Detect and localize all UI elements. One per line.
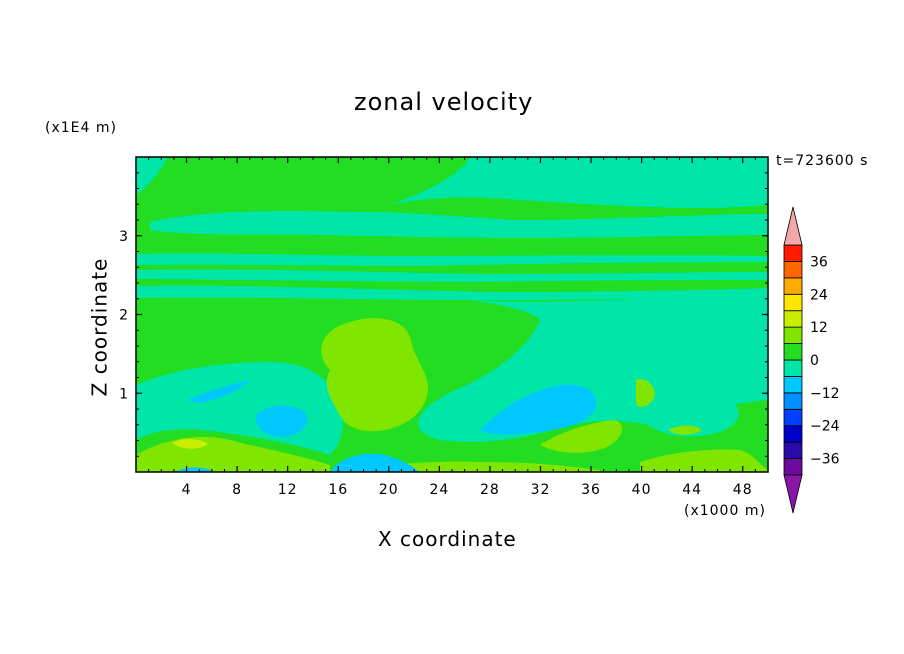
y-tick-label: 3 — [119, 229, 128, 245]
x-axis-label: X coordinate — [378, 527, 517, 551]
region-upper-band-4 — [136, 285, 768, 300]
time-label: t=723600 s — [776, 153, 869, 169]
region-right-yellow-bit — [668, 425, 702, 435]
colorbar-segment — [783, 343, 803, 361]
x-tick-label: 4 — [182, 482, 192, 498]
colorbar-over-arrow — [783, 206, 803, 246]
region-left-top-corner — [136, 157, 168, 195]
x-scale-note: (x1000 m) — [684, 503, 766, 519]
colorbar-tick-label: 36 — [810, 254, 828, 270]
region-center-blob — [321, 318, 428, 432]
colorbar-segment — [783, 441, 803, 459]
colorbar-segment — [783, 359, 803, 377]
colorbar-segment — [783, 392, 803, 410]
x-tick-label: 28 — [480, 482, 500, 498]
colorbar-segment — [783, 458, 803, 476]
region-surface-cold-left — [175, 467, 215, 472]
x-tick-label: 12 — [278, 482, 298, 498]
x-tick-label: 40 — [632, 482, 652, 498]
x-tick-label: 16 — [328, 482, 348, 498]
y-tick-label: 2 — [119, 308, 128, 324]
colorbar-segment — [783, 408, 803, 427]
x-tick-label: 44 — [682, 482, 702, 498]
x-axis: 4 8 12 16 20 24 28 32 36 40 44 48 — [148, 157, 756, 498]
x-tick-label: 8 — [232, 482, 242, 498]
colorbar-tick-label: −24 — [810, 419, 840, 435]
colorbar-segment — [783, 425, 803, 443]
x-tick-label: 32 — [531, 482, 551, 498]
colorbar-tick-label: 12 — [810, 320, 828, 336]
colorbar-segment — [783, 293, 803, 312]
region-top-right-patch — [390, 157, 768, 208]
colorbar-tick-label: 0 — [810, 353, 819, 369]
region-left-cyan-streak — [188, 380, 250, 403]
region-yellow-spot — [172, 438, 208, 449]
region-upper-band-1 — [150, 211, 768, 238]
y-axis: 1 2 3 — [119, 172, 768, 457]
region-right-teal-ridge — [648, 400, 739, 437]
colorbar-segment — [783, 310, 803, 328]
colorbar-segment — [783, 244, 803, 262]
region-right-small-patch — [636, 379, 655, 407]
x-tick-label: 48 — [733, 482, 753, 498]
region-upper-band-3 — [136, 269, 768, 282]
colorbar-segment — [783, 261, 803, 279]
region-surface-patch-far-right — [640, 449, 768, 472]
colorbar-tick-label: −36 — [810, 452, 840, 468]
x-tick-label: 24 — [429, 482, 449, 498]
x-tick-label: 20 — [379, 482, 399, 498]
colorbar-segment — [783, 277, 803, 295]
colorbar-tick-label: 24 — [810, 287, 828, 303]
region-low-cyan-patch — [480, 384, 597, 435]
colorbar-segment — [783, 326, 803, 344]
x-tick-label: 36 — [581, 482, 601, 498]
chart-title: zonal velocity — [354, 88, 534, 116]
colorbar: 36 24 12 0 −12 −24 −36 — [783, 206, 840, 514]
y-tick-label: 1 — [119, 386, 128, 402]
contour-field — [136, 157, 768, 472]
colorbar-under-arrow — [783, 474, 803, 514]
region-upper-band-2 — [136, 253, 768, 266]
colorbar-segment — [783, 376, 803, 394]
region-right-slant-band — [418, 296, 768, 442]
y-axis-label: Z coordinate — [87, 257, 112, 397]
y-scale-note: (x1E4 m) — [45, 120, 117, 136]
colorbar-tick-label: −12 — [810, 386, 840, 402]
region-surface-cold-patch — [330, 453, 420, 472]
region-left-cyan-patch — [255, 405, 308, 437]
region-surface-patch-right — [540, 420, 623, 453]
